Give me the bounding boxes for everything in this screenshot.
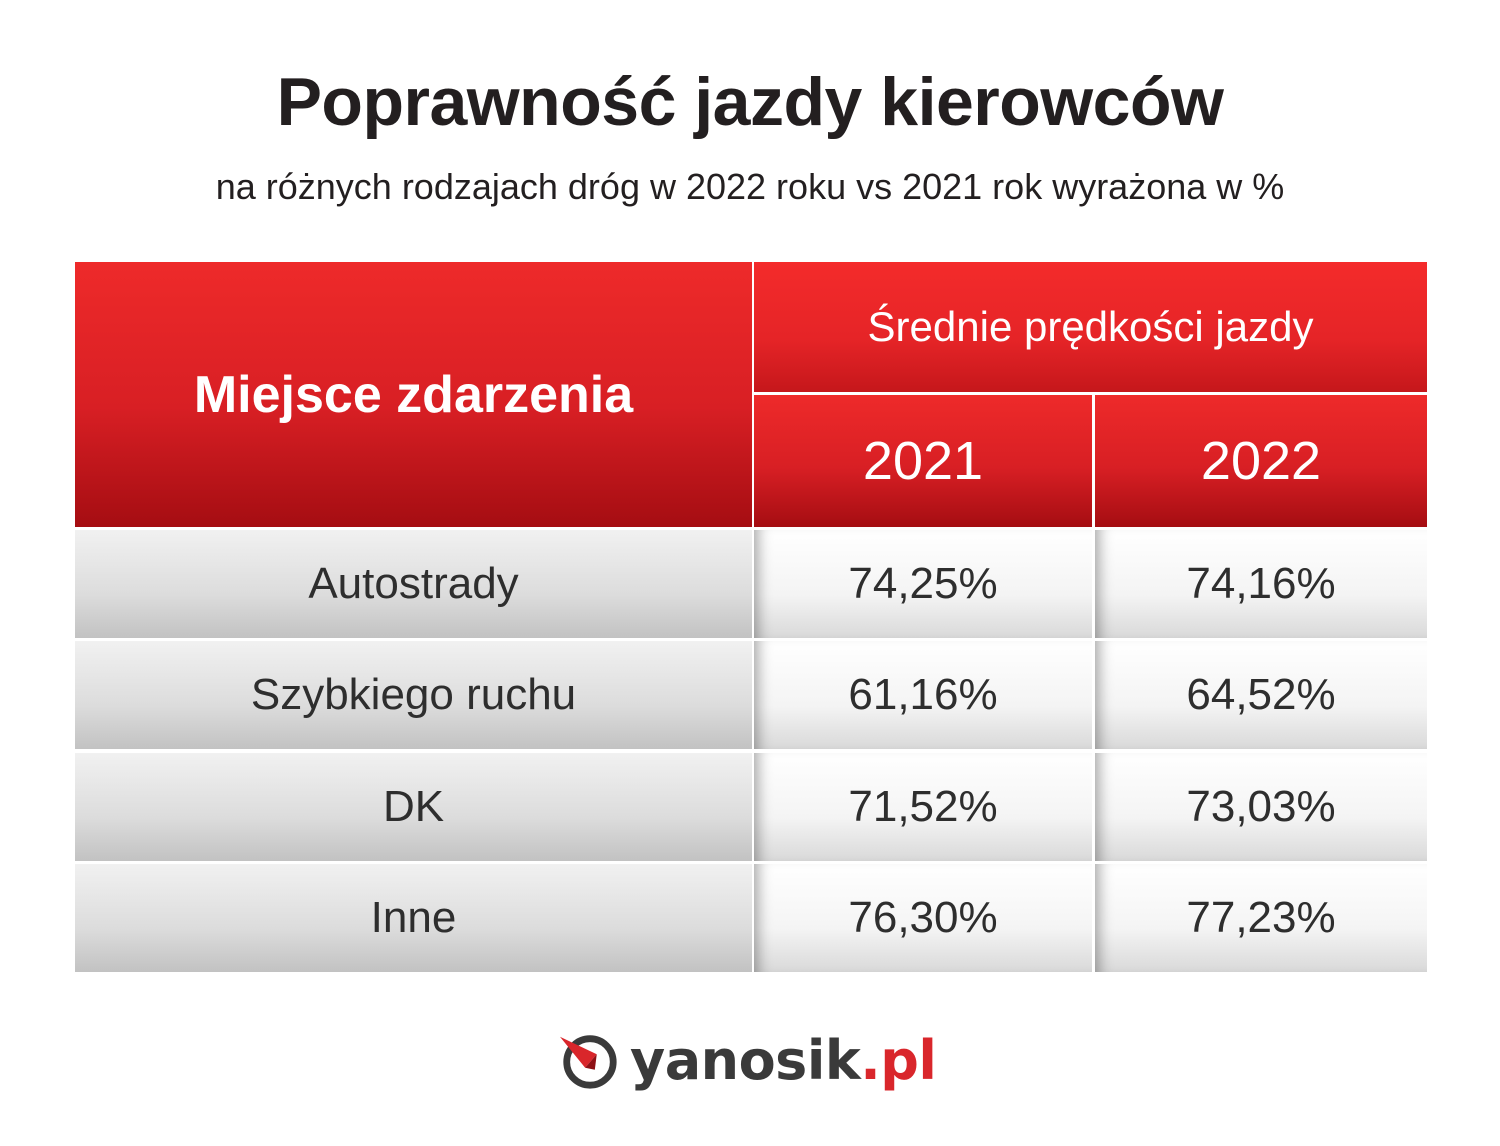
row-label: Inne [75, 864, 752, 972]
yanosik-compass-icon [559, 1035, 617, 1089]
value-2021: 71,52% [754, 753, 1092, 861]
data-table: Miejsce zdarzenia Średnie prędkości jazd… [75, 262, 1427, 973]
brand-name: yanosik.pl [630, 1028, 937, 1092]
chart-title: Poprawność jazdy kierowców [276, 64, 1224, 140]
header-speed-group: Średnie prędkości jazdy [754, 262, 1427, 392]
value-2022: 73,03% [1095, 753, 1427, 861]
table-row: Szybkiego ruchu 61,16% 64,52% [75, 641, 1427, 749]
brand-name-main: yanosik [630, 1028, 861, 1092]
row-label: Szybkiego ruchu [75, 641, 752, 749]
table-row: Autostrady 74,25% 74,16% [75, 530, 1427, 638]
value-2022: 74,16% [1095, 530, 1427, 638]
row-label: Autostrady [75, 530, 752, 638]
value-2022: 64,52% [1095, 641, 1427, 749]
value-2021: 74,25% [754, 530, 1092, 638]
header-year-2022: 2022 [1095, 395, 1427, 527]
header-place: Miejsce zdarzenia [75, 262, 752, 527]
value-2022: 77,23% [1095, 864, 1427, 972]
table-row: DK 71,52% 73,03% [75, 753, 1427, 861]
chart-subtitle: na różnych rodzajach dróg w 2022 roku vs… [215, 166, 1285, 207]
brand-domain: .pl [860, 1028, 937, 1092]
header-year-2021: 2021 [754, 395, 1092, 527]
table-row: Inne 76,30% 77,23% [75, 864, 1427, 972]
value-2021: 61,16% [754, 641, 1092, 749]
brand-logo: yanosik.pl [558, 1028, 937, 1092]
value-2021: 76,30% [754, 864, 1092, 972]
row-label: DK [75, 753, 752, 861]
